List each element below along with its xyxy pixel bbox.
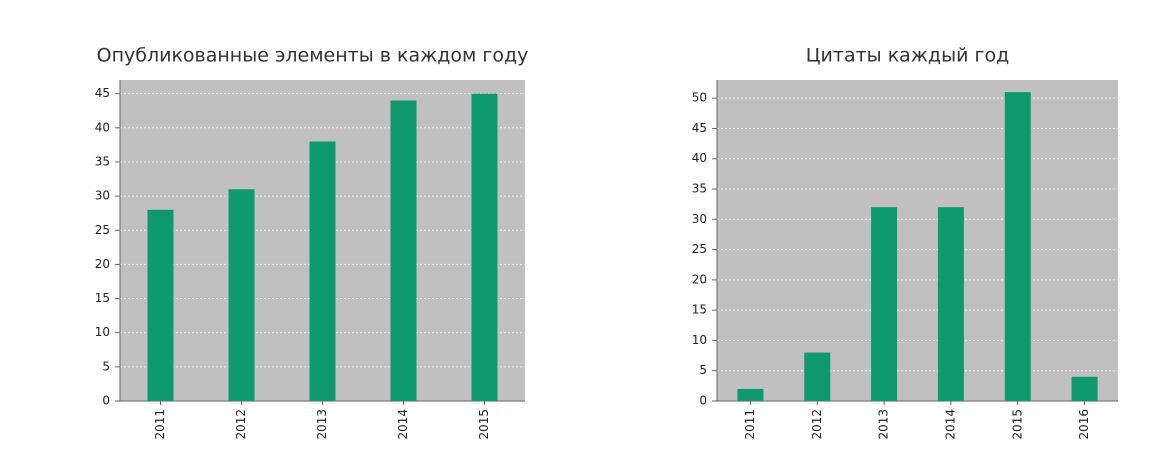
- x-tick-label: 2012: [810, 409, 824, 440]
- y-tick-label: 5: [699, 363, 707, 377]
- x-tick-label: 2016: [1077, 409, 1091, 440]
- x-tick-label: 2014: [396, 409, 410, 440]
- x-tick-label: 2011: [743, 409, 757, 440]
- x-tick-label: 2011: [153, 409, 167, 440]
- y-tick-label: 20: [692, 272, 707, 286]
- y-tick-label: 45: [692, 121, 707, 135]
- y-tick-label: 30: [692, 212, 707, 226]
- y-tick-label: 10: [692, 333, 707, 347]
- y-tick-label: 35: [692, 182, 707, 196]
- bar: [871, 207, 898, 401]
- bar: [1071, 376, 1098, 401]
- y-tick-label: 15: [692, 303, 707, 317]
- y-tick-label: 25: [692, 242, 707, 256]
- x-tick-label: 2013: [315, 409, 329, 440]
- bar: [147, 209, 174, 401]
- y-tick-label: 20: [95, 257, 110, 271]
- bar: [804, 352, 831, 401]
- bar: [937, 207, 964, 401]
- y-tick-label: 45: [95, 86, 110, 100]
- x-tick-label: 2015: [1010, 409, 1024, 440]
- chart-title: Цитаты каждый год: [806, 45, 1009, 67]
- y-tick-label: 30: [95, 189, 110, 203]
- y-tick-label: 50: [692, 91, 707, 105]
- y-tick-label: 15: [95, 291, 110, 305]
- y-tick-label: 5: [102, 359, 110, 373]
- bar: [390, 100, 417, 401]
- y-tick-label: 0: [102, 394, 110, 408]
- bar: [228, 189, 255, 401]
- y-tick-label: 40: [692, 151, 707, 165]
- x-tick-label: 2014: [943, 409, 957, 440]
- bar: [1004, 92, 1031, 401]
- y-tick-label: 0: [699, 394, 707, 408]
- y-tick-label: 25: [95, 223, 110, 237]
- y-tick-label: 10: [95, 325, 110, 339]
- x-tick-label: 2012: [234, 409, 248, 440]
- bar: [737, 388, 764, 401]
- x-tick-label: 2015: [477, 409, 491, 440]
- y-tick-label: 40: [95, 120, 110, 134]
- bar: [471, 93, 498, 401]
- plot-area: [717, 80, 1118, 401]
- x-tick-label: 2013: [877, 409, 891, 440]
- bar: [309, 141, 336, 401]
- y-tick-label: 35: [95, 154, 110, 168]
- chart-title: Опубликованные элементы в каждом году: [97, 45, 529, 67]
